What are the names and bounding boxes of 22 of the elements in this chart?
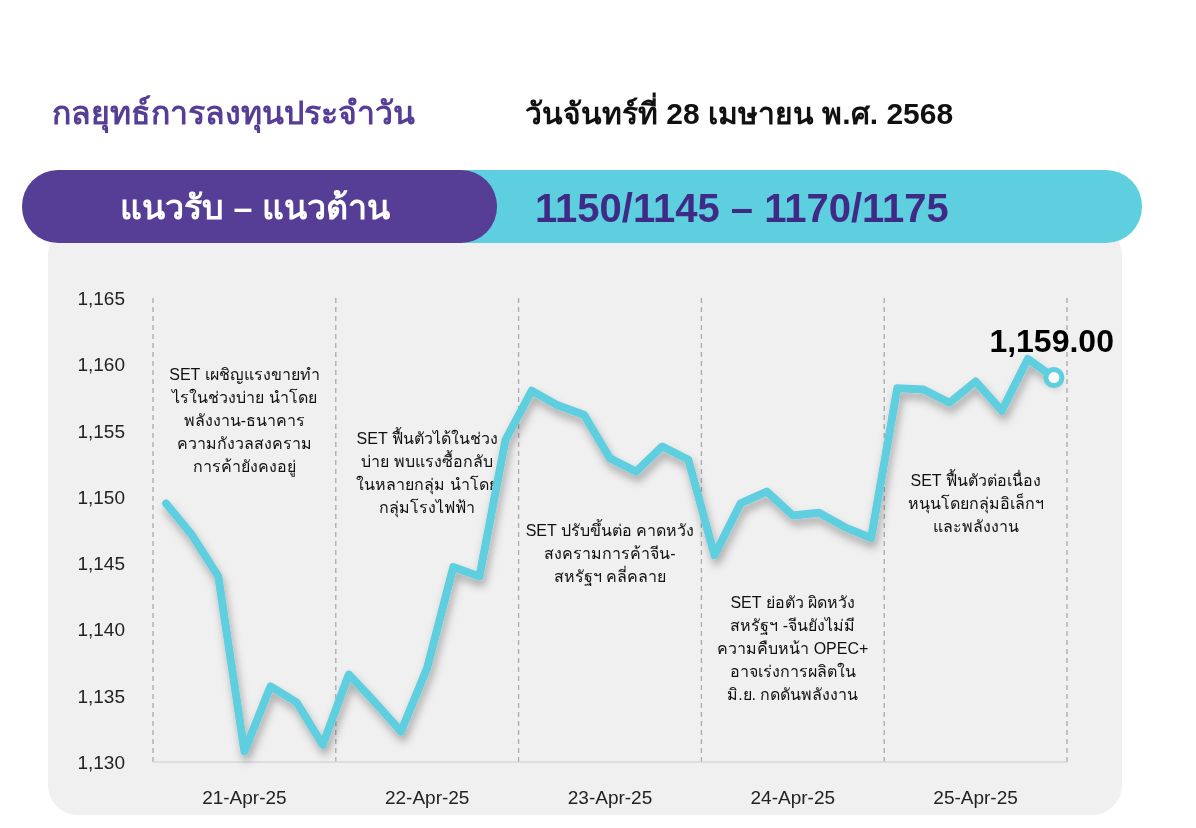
x-tick-label: 24-Apr-25 bbox=[750, 787, 836, 808]
annotation: 1,159.00 bbox=[989, 322, 1114, 359]
chart-title: กลยุทธ์การลงทุนประจำวัน bbox=[52, 95, 415, 134]
annotation: SET ย่อตัว ผิดหวัง สหรัฐฯ -จีนยังไม่มี ความคืบหน้า OPEC+ อาจเร่งการผลิตใน มิ.ย. กดดันพลังงาน bbox=[717, 594, 869, 703]
chart-subtitle: วันจันทร์ที่ 28 เมษายน พ.ศ. 2568 bbox=[525, 92, 954, 130]
annotation: SET เผชิญแรงขายทำ ไรในช่วงบ่าย นำโดย พลังงาน-ธนาคาร ความกังวลสงคราม การค้ายังคงอยู่ bbox=[169, 366, 320, 477]
y-tick-label: 1,140 bbox=[77, 619, 125, 641]
y-tick-label: 1,165 bbox=[77, 288, 125, 309]
y-tick-label: 1,130 bbox=[77, 752, 125, 773]
y-tick-label: 1,145 bbox=[77, 553, 125, 575]
text: แนวรับ – แนวต้าน bbox=[120, 188, 390, 226]
x-tick-label: 21-Apr-25 bbox=[202, 787, 287, 808]
x-tick-label: 22-Apr-25 bbox=[384, 787, 470, 808]
x-tick-label: 23-Apr-25 bbox=[567, 787, 653, 808]
y-tick-label: 1,160 bbox=[77, 354, 125, 376]
annotation: SET ปรับขึ้นต่อ คาดหวัง สงครามการค้าจีน- สหรัฐฯ คลี่คลาย bbox=[525, 519, 695, 586]
y-tick-label: 1,150 bbox=[77, 486, 125, 508]
y-tick-label: 1,135 bbox=[77, 685, 125, 707]
y-tick-label: 1,155 bbox=[77, 420, 125, 442]
x-tick-label: 25-Apr-25 bbox=[933, 787, 1018, 808]
text: 1150/1145 – 1170/1175 bbox=[535, 186, 949, 230]
annotation: SET ฟื้นตัวต่อเนื่อง หนุนโดยกลุ่มอิเล็กฯ และพลังงาน bbox=[907, 469, 1044, 535]
